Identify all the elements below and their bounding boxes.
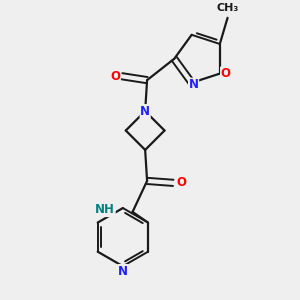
Text: N: N [189, 78, 199, 91]
Text: N: N [118, 265, 128, 278]
Text: CH₃: CH₃ [216, 3, 239, 13]
Text: O: O [220, 67, 231, 80]
Text: N: N [140, 105, 150, 118]
Text: O: O [176, 176, 186, 189]
Text: NH: NH [95, 203, 115, 217]
Text: O: O [110, 70, 120, 83]
